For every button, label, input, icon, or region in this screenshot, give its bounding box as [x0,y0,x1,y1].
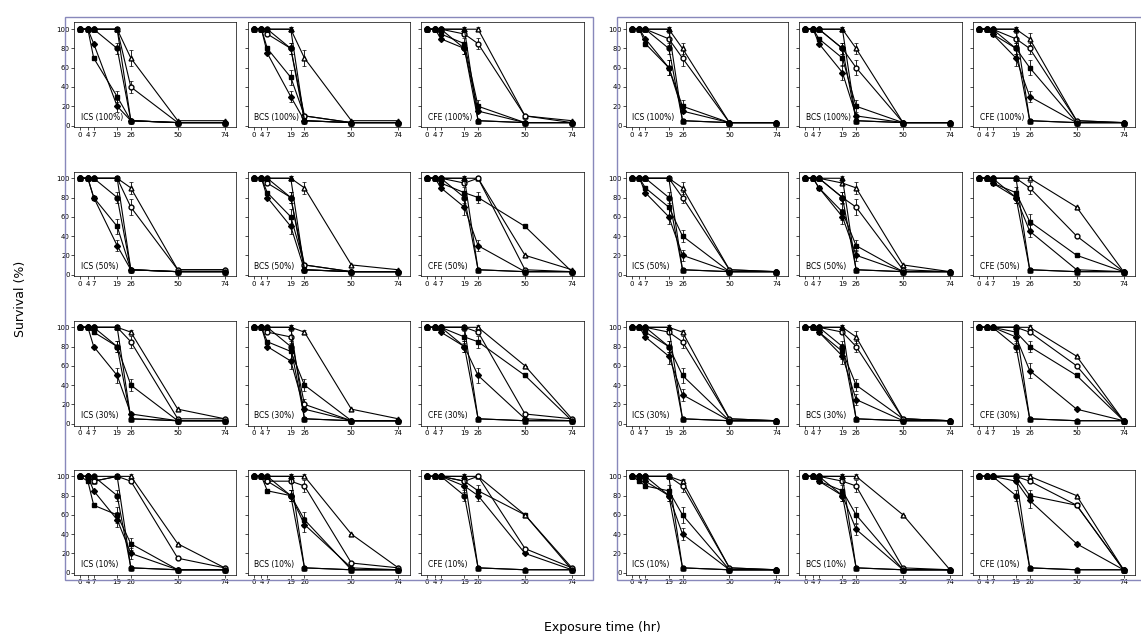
Text: BCS (30%): BCS (30%) [254,412,294,421]
Text: ICS (100%): ICS (100%) [632,113,674,122]
Text: CFE (30%): CFE (30%) [979,412,1019,421]
Text: ICS (10%): ICS (10%) [632,560,670,569]
Text: Exposure time (hr): Exposure time (hr) [544,621,661,634]
Text: ICS (50%): ICS (50%) [632,262,670,271]
Text: Survival (%): Survival (%) [14,261,27,336]
Text: BCS (30%): BCS (30%) [806,412,847,421]
Text: ICS (30%): ICS (30%) [81,412,119,421]
Text: ICS (30%): ICS (30%) [632,412,670,421]
Text: BCS (10%): BCS (10%) [806,560,845,569]
Text: ICS (100%): ICS (100%) [81,113,123,122]
Text: CFE (30%): CFE (30%) [428,412,468,421]
Text: ICS (10%): ICS (10%) [81,560,118,569]
Text: CFE (100%): CFE (100%) [979,113,1023,122]
Text: CFE (10%): CFE (10%) [428,560,468,569]
Text: CFE (50%): CFE (50%) [979,262,1019,271]
Text: CFE (50%): CFE (50%) [428,262,468,271]
Text: ICS (50%): ICS (50%) [81,262,119,271]
Text: BCS (100%): BCS (100%) [806,113,851,122]
Text: BCS (50%): BCS (50%) [254,262,294,271]
Text: BCS (50%): BCS (50%) [806,262,847,271]
Text: CFE (100%): CFE (100%) [428,113,472,122]
Text: CFE (10%): CFE (10%) [979,560,1019,569]
Text: BCS (10%): BCS (10%) [254,560,294,569]
Text: BCS (100%): BCS (100%) [254,113,299,122]
